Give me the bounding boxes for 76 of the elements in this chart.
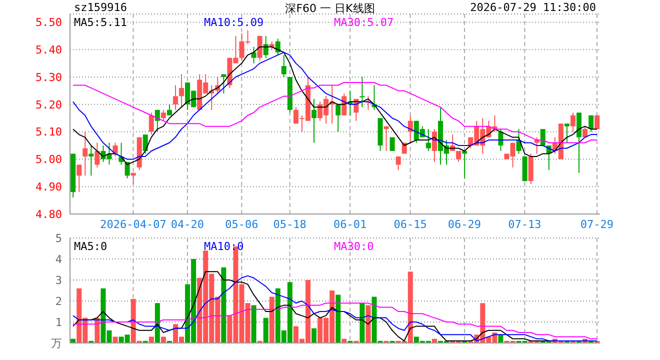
candlestick xyxy=(281,54,286,78)
candlestick xyxy=(408,114,413,144)
candlestick xyxy=(166,104,172,116)
x-tick-label: 07-29 xyxy=(580,218,614,231)
bar xyxy=(160,336,166,343)
bar xyxy=(336,294,341,343)
candlestick xyxy=(396,156,401,171)
candlestick xyxy=(154,109,160,132)
candlestick xyxy=(172,84,178,110)
candlestick xyxy=(312,98,317,144)
candlestick xyxy=(160,109,166,122)
text: MA5:5.11 xyxy=(74,16,128,29)
y-tick-label: 5 xyxy=(55,232,62,245)
candlestick xyxy=(275,38,280,56)
y-tick-label: 4 xyxy=(55,252,62,266)
candlestick xyxy=(342,92,347,116)
candlestick xyxy=(179,74,184,108)
candlestick xyxy=(257,35,262,62)
y-tick-label: 万 xyxy=(51,336,62,350)
y-tick-label: 3 xyxy=(55,274,62,287)
candlestick xyxy=(94,142,100,168)
text: MA10:0 xyxy=(204,240,245,253)
text: MA30:5.07 xyxy=(334,16,395,29)
y-tick-label: 5.40 xyxy=(36,44,62,57)
x-tick-label: 2026-04-07 xyxy=(100,218,166,231)
candlestick xyxy=(88,145,94,176)
candlestick xyxy=(564,123,570,144)
bar xyxy=(154,303,160,343)
candlestick xyxy=(82,131,88,176)
bar xyxy=(360,303,365,343)
chart-title: 深F60 一 日K线图 xyxy=(285,2,375,15)
candlestick xyxy=(384,126,389,152)
candlestick xyxy=(76,164,82,193)
bar xyxy=(312,328,317,343)
y-tick-label: 5.30 xyxy=(36,70,62,84)
annotation: 2026-07-29 11:30:00 xyxy=(470,1,596,14)
y-tick-label: 1 xyxy=(55,316,62,329)
candlestick xyxy=(336,104,341,132)
candlestick xyxy=(360,76,365,108)
bar xyxy=(251,305,256,343)
bar xyxy=(112,336,118,343)
candlestick xyxy=(534,136,540,154)
bar xyxy=(148,336,154,343)
annotation: sz159916 xyxy=(74,1,127,14)
x-tick-label: 06-29 xyxy=(448,218,482,231)
bar xyxy=(269,296,274,343)
bar xyxy=(221,267,226,343)
x-tick-label: 05-18 xyxy=(273,218,306,231)
line-series xyxy=(72,302,598,340)
candlestick xyxy=(588,114,594,132)
bar xyxy=(263,318,268,343)
text: MA5:0 xyxy=(74,240,108,253)
x-tick-label: 04-20 xyxy=(170,218,204,231)
bar xyxy=(366,305,371,343)
candlestick xyxy=(112,142,118,157)
y-tick-label: 4.90 xyxy=(36,180,62,194)
candlestick xyxy=(221,74,226,94)
candlestick xyxy=(142,134,148,154)
candlestick xyxy=(251,46,256,64)
y-tick-label: 5.20 xyxy=(36,98,62,112)
text: MA30:0 xyxy=(334,240,375,253)
candlestick xyxy=(426,128,431,152)
y-tick-label: 2 xyxy=(55,294,62,308)
x-tick-label: 06-01 xyxy=(333,218,367,231)
candlestick xyxy=(570,112,576,132)
candlestick xyxy=(148,112,154,136)
y-tick-label: 4.80 xyxy=(36,208,62,221)
candlestick xyxy=(390,136,395,152)
y-tick-label: 5.00 xyxy=(36,153,62,166)
candlestick xyxy=(263,35,268,58)
text: MA10:5.09 xyxy=(204,16,265,29)
x-tick-label: 06-15 xyxy=(394,218,427,231)
y-tick-label: 5.50 xyxy=(36,16,62,30)
y-tick-label: 5.10 xyxy=(36,126,62,139)
x-tick-label: 05-06 xyxy=(225,218,258,231)
x-tick-label: 07-13 xyxy=(508,218,542,231)
